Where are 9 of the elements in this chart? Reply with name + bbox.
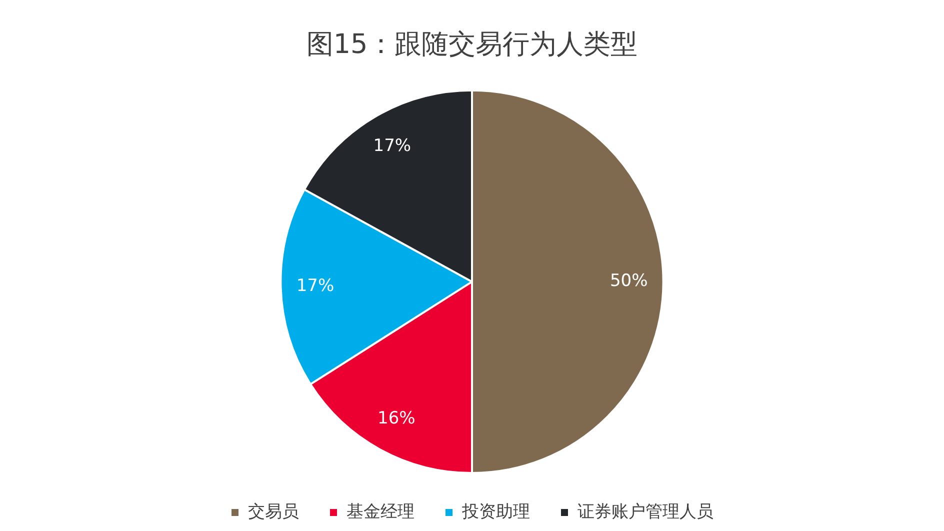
data-label: 50%	[610, 271, 648, 292]
data-label: 17%	[373, 136, 412, 156]
legend-label: 基金经理	[346, 502, 414, 522]
legend-label: 证券账户管理人员	[578, 502, 714, 522]
chart-title: 图15：跟随交易行为人类型	[306, 29, 638, 60]
legend-label: 交易员	[248, 502, 299, 522]
data-label: 16%	[378, 408, 416, 429]
data-label: 17%	[296, 276, 334, 296]
legend-label: 投资助理	[461, 502, 530, 522]
